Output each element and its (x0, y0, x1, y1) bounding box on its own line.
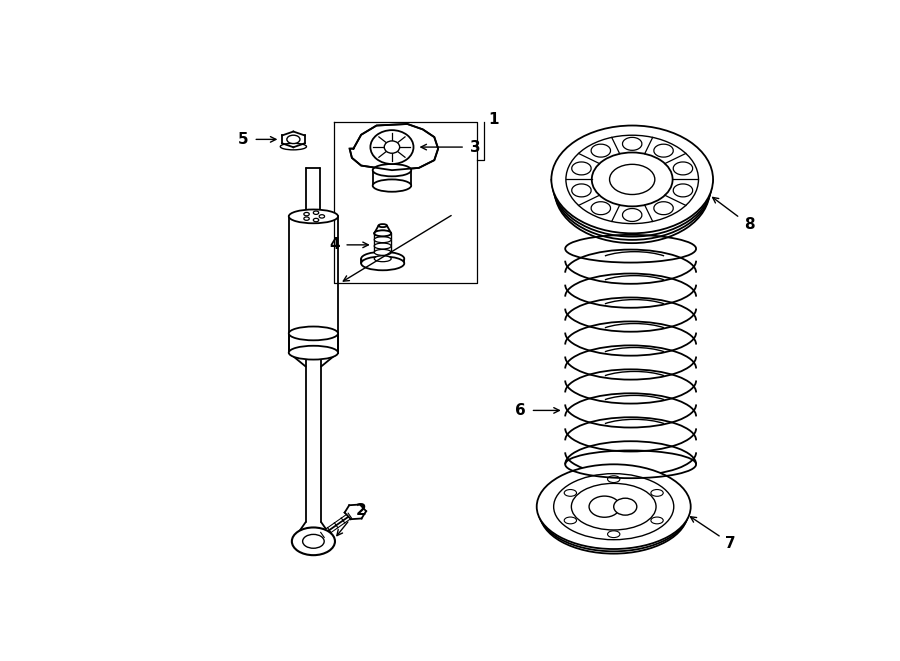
Ellipse shape (374, 230, 392, 236)
Ellipse shape (374, 230, 392, 236)
Ellipse shape (384, 141, 400, 153)
Polygon shape (345, 504, 366, 519)
Ellipse shape (651, 517, 663, 524)
Ellipse shape (302, 534, 324, 548)
Ellipse shape (313, 218, 319, 221)
Ellipse shape (564, 490, 577, 496)
Ellipse shape (361, 252, 404, 266)
Ellipse shape (590, 496, 620, 518)
Ellipse shape (608, 531, 620, 537)
Ellipse shape (552, 126, 713, 233)
Ellipse shape (554, 134, 711, 240)
Text: 3: 3 (470, 139, 481, 155)
Ellipse shape (651, 490, 663, 496)
Text: 1: 1 (489, 112, 499, 127)
Ellipse shape (553, 130, 712, 237)
Ellipse shape (614, 498, 637, 515)
Ellipse shape (379, 224, 387, 227)
Ellipse shape (374, 249, 392, 255)
Ellipse shape (564, 517, 577, 524)
Text: 2: 2 (356, 503, 366, 518)
Ellipse shape (373, 179, 411, 192)
Ellipse shape (554, 474, 674, 539)
Ellipse shape (292, 527, 335, 555)
Polygon shape (349, 124, 438, 170)
Text: 4: 4 (329, 237, 340, 253)
Ellipse shape (304, 217, 310, 220)
Ellipse shape (289, 210, 338, 223)
Ellipse shape (566, 136, 698, 223)
Ellipse shape (304, 212, 310, 215)
Text: 6: 6 (515, 403, 526, 418)
Ellipse shape (554, 139, 709, 243)
Ellipse shape (538, 468, 689, 551)
Text: 7: 7 (725, 536, 736, 551)
Ellipse shape (592, 153, 672, 206)
Ellipse shape (572, 483, 656, 530)
Ellipse shape (289, 327, 338, 340)
Ellipse shape (536, 464, 690, 549)
Text: 8: 8 (744, 217, 754, 231)
Ellipse shape (371, 130, 413, 164)
Ellipse shape (373, 164, 411, 176)
Ellipse shape (540, 472, 688, 554)
Ellipse shape (374, 256, 392, 262)
Text: 5: 5 (238, 132, 248, 147)
Ellipse shape (313, 211, 319, 214)
Ellipse shape (361, 256, 404, 270)
Ellipse shape (280, 143, 307, 150)
Ellipse shape (609, 165, 655, 194)
Ellipse shape (289, 346, 338, 360)
Ellipse shape (320, 215, 325, 218)
Ellipse shape (287, 136, 300, 143)
Ellipse shape (374, 243, 392, 249)
Ellipse shape (608, 476, 620, 483)
Ellipse shape (374, 237, 392, 243)
